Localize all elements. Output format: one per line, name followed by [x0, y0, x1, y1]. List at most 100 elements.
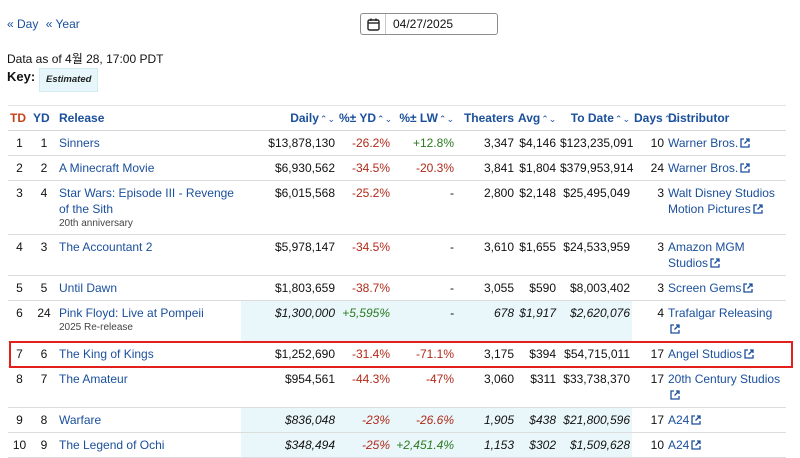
- column-header-pct-lw[interactable]: %± LW⌃⌄: [392, 105, 456, 131]
- distributor-cell: Warner Bros.: [666, 155, 786, 181]
- rank-yesterday: 8: [31, 407, 57, 433]
- column-header-daily[interactable]: Daily⌃⌄: [241, 105, 337, 131]
- column-header-days[interactable]: Days⌃⌄: [632, 105, 679, 131]
- date-picker[interactable]: 04/27/2025: [360, 13, 498, 35]
- distributor-link[interactable]: Warner Bros.: [668, 136, 739, 150]
- column-header-td[interactable]: TD: [8, 105, 31, 131]
- distributor-link[interactable]: 20th Century Studios: [668, 372, 781, 386]
- column-header-pct-yd[interactable]: %± YD⌃⌄: [337, 105, 393, 131]
- release-link[interactable]: The Legend of Ochi: [59, 438, 165, 452]
- external-link-icon[interactable]: [710, 256, 720, 272]
- distributor-link[interactable]: A24: [668, 413, 690, 427]
- table-header-row: TD YD Release Daily⌃⌄ %± YD⌃⌄ %± LW⌃⌄ Th…: [8, 105, 786, 131]
- sort-icon: ⌃⌄: [614, 114, 630, 124]
- rank-today: 10: [8, 432, 31, 458]
- theaters-count: 3,841: [456, 155, 516, 181]
- column-header-distributor[interactable]: Distributor: [666, 105, 786, 131]
- external-link-icon[interactable]: [740, 161, 750, 177]
- data-as-of-text: Data as of 4월 28, 17:00 PDT: [7, 52, 164, 66]
- release-link[interactable]: The Accountant 2: [59, 240, 153, 254]
- percent-change-yd: -25%: [337, 432, 392, 458]
- release-link[interactable]: Star Wars: Episode III - Revenge of the …: [59, 186, 234, 216]
- sort-icon: ⌃⌄: [438, 114, 454, 124]
- distributor-link[interactable]: Amazon MGM Studios: [668, 240, 745, 270]
- rank-yesterday: 2: [31, 155, 57, 181]
- external-link-icon[interactable]: [670, 388, 680, 404]
- table-row: 5 5 Until Dawn $1,803,659 -38.7% -3,055 $590 $8…: [8, 275, 786, 301]
- distributor-link[interactable]: Screen Gems: [668, 281, 742, 295]
- rank-today: 6: [8, 300, 31, 342]
- to-date-gross: $25,495,049: [558, 180, 632, 235]
- percent-change-yd: -31.4%: [337, 341, 392, 367]
- theaters-count: 2,800: [456, 180, 516, 235]
- average-gross: $394: [516, 341, 558, 367]
- days-in-release: 17: [632, 366, 666, 408]
- release-link[interactable]: Warfare: [59, 413, 102, 427]
- external-link-icon[interactable]: [753, 202, 763, 218]
- to-date-gross: $123,235,091: [558, 130, 633, 156]
- external-link-icon[interactable]: [670, 322, 680, 338]
- key-label: Key:: [7, 69, 36, 84]
- external-link-icon[interactable]: [691, 438, 702, 454]
- release-link[interactable]: A Minecraft Movie: [59, 161, 155, 175]
- percent-change-lw: -20.3%: [392, 155, 456, 181]
- daily-gross: $1,803,659: [241, 275, 337, 301]
- column-header-yd[interactable]: YD: [31, 105, 57, 131]
- daily-gross: $836,048: [241, 407, 337, 433]
- release-link[interactable]: The Amateur: [59, 372, 128, 386]
- release-link[interactable]: Until Dawn: [59, 281, 118, 295]
- days-in-release: 3: [632, 275, 666, 301]
- to-date-gross: $54,715,011: [558, 341, 632, 367]
- release-link[interactable]: The King of Kings: [59, 347, 154, 361]
- date-input[interactable]: 04/27/2025: [393, 17, 454, 31]
- sort-icon: ⌃⌄: [377, 114, 393, 124]
- release-link[interactable]: Pink Floyd: Live at Pompeii: [59, 306, 204, 320]
- to-date-gross: $379,953,914: [558, 155, 633, 181]
- daily-gross: $1,300,000: [241, 300, 337, 342]
- average-gross: $590: [516, 275, 558, 301]
- percent-change-yd: -23%: [337, 407, 392, 433]
- column-header-theaters[interactable]: Theaters: [456, 105, 516, 131]
- daily-gross: $13,878,130: [241, 130, 337, 156]
- distributor-link[interactable]: A24: [668, 438, 690, 452]
- average-gross: $1,804: [516, 155, 558, 181]
- previous-year-link[interactable]: « Year: [45, 17, 80, 31]
- release-cell: The King of Kings: [57, 341, 241, 367]
- rank-yesterday: 24: [31, 300, 57, 342]
- distributor-cell: 20th Century Studios: [666, 366, 786, 408]
- rank-yesterday: 5: [31, 275, 57, 301]
- column-header-release[interactable]: Release: [57, 105, 241, 131]
- days-in-release: 3: [632, 234, 666, 276]
- theaters-count: 3,610: [456, 234, 516, 276]
- percent-change-yd: -34.5%: [337, 234, 392, 276]
- theaters-count: 3,060: [456, 366, 516, 408]
- external-link-icon[interactable]: [744, 347, 754, 363]
- distributor-link[interactable]: Walt Disney Studios Motion Pictures: [668, 186, 775, 216]
- daily-gross: $5,978,147: [241, 234, 337, 276]
- distributor-link[interactable]: Angel Studios: [668, 347, 743, 361]
- external-link-icon[interactable]: [743, 281, 754, 297]
- distributor-cell: A24: [666, 407, 786, 433]
- rank-today: 3: [8, 180, 31, 235]
- distributor-link[interactable]: Trafalgar Releasing: [668, 306, 773, 320]
- external-link-icon[interactable]: [691, 413, 702, 429]
- distributor-link[interactable]: Warner Bros.: [668, 161, 739, 175]
- percent-change-yd: -25.2%: [337, 180, 392, 235]
- daily-gross: $348,494: [241, 432, 337, 458]
- external-link-icon[interactable]: [740, 136, 750, 152]
- to-date-gross: $2,620,076: [558, 300, 632, 342]
- rank-today: 9: [8, 407, 31, 433]
- rank-today: 4: [8, 234, 31, 276]
- percent-change-lw: +2,451.4%: [392, 432, 456, 458]
- column-header-avg[interactable]: Avg⌃⌄: [516, 105, 558, 131]
- release-link[interactable]: Sinners: [59, 136, 100, 150]
- calendar-icon[interactable]: [361, 14, 386, 34]
- column-header-to-date[interactable]: To Date⌃⌄: [558, 105, 632, 131]
- percent-change-lw: +12.8%: [392, 130, 456, 156]
- theaters-count: 3,175: [456, 341, 516, 367]
- days-in-release: 24: [632, 155, 666, 181]
- rank-today: 1: [8, 130, 31, 156]
- average-gross: $2,148: [516, 180, 558, 235]
- previous-day-link[interactable]: « Day: [7, 17, 39, 31]
